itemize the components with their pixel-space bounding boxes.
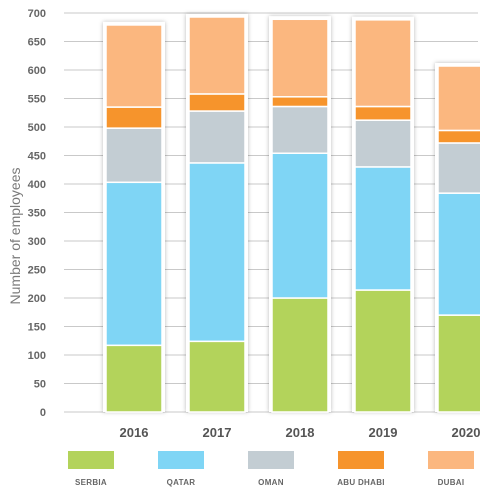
bar-segment-abu-dhabi <box>271 96 329 108</box>
y-tick-label: 200 <box>28 293 46 305</box>
y-tick-label: 600 <box>28 65 46 77</box>
bar-segment-dubai <box>188 16 246 95</box>
y-tick-label: 650 <box>28 37 46 49</box>
x-tick-label: 2017 <box>203 425 232 440</box>
legend-item-qatar: QATAR <box>158 451 204 487</box>
bar-segment-dubai <box>271 18 329 98</box>
bar-segment-qatar <box>437 192 480 316</box>
y-tick-label: 700 <box>28 8 46 20</box>
bar-2018 <box>269 16 331 413</box>
y-tick-label: 300 <box>28 236 46 248</box>
legend-swatch <box>338 451 384 469</box>
bar-segment-dubai <box>437 65 480 132</box>
legend-label: OMAN <box>258 478 284 487</box>
y-tick-label: 50 <box>34 379 46 391</box>
bar-segment-qatar <box>188 162 246 343</box>
bar-segment-serbia <box>188 340 246 413</box>
bar-segment-dubai <box>354 19 412 108</box>
bar-segment-qatar <box>271 152 329 299</box>
bar-segment-dubai <box>105 24 163 108</box>
bar-segment-serbia <box>271 297 329 413</box>
bar-segment-oman <box>188 110 246 164</box>
legend-label: QATAR <box>167 478 196 487</box>
bar-segment-abu-dhabi <box>105 106 163 129</box>
x-axis-ticks: 2016 2017 2018 2019 2020 <box>120 425 480 440</box>
bars <box>103 13 480 413</box>
x-tick-label: 2018 <box>286 425 315 440</box>
bar-segment-oman <box>271 105 329 154</box>
bar-segment-oman <box>354 119 412 168</box>
bar-segment-oman <box>105 127 163 184</box>
bar-segment-serbia <box>354 289 412 413</box>
y-tick-label: 250 <box>28 265 46 277</box>
bar-segment-abu-dhabi <box>354 105 412 121</box>
bar-2020 <box>435 63 480 413</box>
y-axis-label: Number of employees <box>7 168 23 305</box>
legend-swatch <box>68 451 114 469</box>
x-tick-label: 2016 <box>120 425 149 440</box>
y-tick-label: 550 <box>28 94 46 106</box>
y-tick-label: 450 <box>28 151 46 163</box>
y-tick-label: 100 <box>28 350 46 362</box>
legend-swatch <box>248 451 294 469</box>
bar-segment-abu-dhabi <box>437 129 480 144</box>
bar-segment-qatar <box>105 181 163 347</box>
y-axis-ticks: 0 50 100 150 200 250 300 350 400 450 500 550 600 650 7… <box>28 8 46 419</box>
legend-label: ABU DHABI <box>337 478 385 487</box>
y-tick-label: 400 <box>28 179 46 191</box>
bar-segment-qatar <box>354 166 412 291</box>
legend-item-dubai: DUBAI <box>428 451 474 487</box>
bar-segment-oman <box>437 142 480 194</box>
bar-segment-serbia <box>105 344 163 413</box>
legend-swatch <box>158 451 204 469</box>
bar-2016 <box>103 21 165 413</box>
bar-segment-serbia <box>437 314 480 413</box>
bar-segment-abu-dhabi <box>188 93 246 112</box>
legend-swatch <box>428 451 474 469</box>
x-tick-label: 2020 <box>452 425 480 440</box>
legend-item-serbia: SERBIA <box>68 451 114 487</box>
x-tick-label: 2019 <box>369 425 398 440</box>
legend-label: DUBAI <box>438 478 465 487</box>
y-tick-label: 150 <box>28 322 46 334</box>
legend: SERBIA QATAR OMAN ABU DHABI DUBAI <box>68 451 474 487</box>
bar-2017 <box>186 13 248 413</box>
legend-label: SERBIA <box>75 478 107 487</box>
legend-item-abu-dhabi: ABU DHABI <box>337 451 385 487</box>
legend-item-oman: OMAN <box>248 451 294 487</box>
bar-2019 <box>352 16 414 413</box>
y-tick-label: 350 <box>28 208 46 220</box>
y-tick-label: 500 <box>28 122 46 134</box>
y-tick-label: 0 <box>40 407 46 419</box>
